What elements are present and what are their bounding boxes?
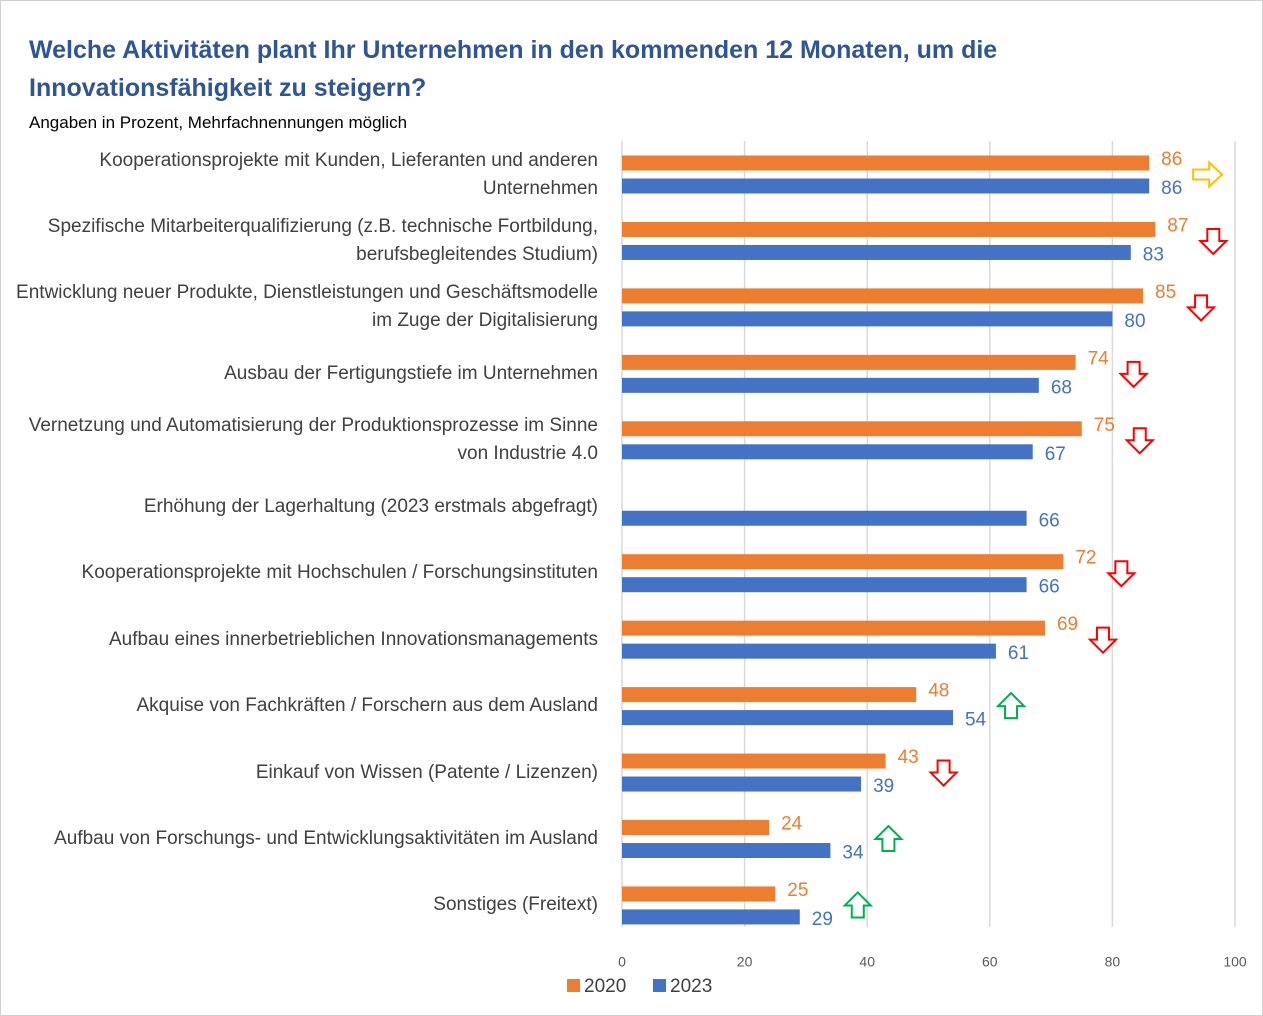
x-tick-label: 40 — [859, 954, 875, 970]
bar — [622, 843, 831, 858]
bar — [622, 909, 800, 925]
bar — [622, 687, 917, 703]
data-label: 75 — [1094, 415, 1115, 436]
data-label: 25 — [787, 880, 808, 901]
x-tick-label: 20 — [737, 954, 753, 970]
bar — [622, 155, 1150, 171]
data-label: 66 — [1039, 577, 1060, 598]
x-tick-label: 60 — [982, 954, 998, 970]
bar — [622, 377, 1039, 393]
y-tick-label: Vernetzung und Automatisierung der Produ… — [28, 415, 598, 465]
data-label: 61 — [1008, 643, 1029, 664]
bar — [622, 288, 1144, 304]
data-label: 34 — [842, 843, 864, 864]
y-tick-label: Akquise von Fachkräften / Forschern aus … — [136, 695, 598, 717]
trend-arrow — [1124, 427, 1156, 455]
bar — [622, 620, 1045, 636]
x-tick-label: 0 — [618, 954, 626, 970]
data-label: 29 — [812, 909, 833, 930]
y-tick-label: Spezifische Mitarbeiterqualifizierung (z… — [47, 215, 598, 265]
chart-subtitle: Angaben in Prozent, Mehrfachnennungen mö… — [29, 113, 408, 132]
bar — [622, 244, 1131, 260]
trend-arrow — [1197, 227, 1229, 256]
legend-swatch — [653, 979, 666, 992]
trend-arrow — [1185, 294, 1217, 322]
data-label: 86 — [1161, 178, 1182, 199]
data-label: 66 — [1039, 510, 1060, 531]
data-label: 80 — [1124, 311, 1145, 332]
chart-title: Welche Aktivitäten plant Ihr Unternehmen… — [29, 36, 998, 102]
bar — [622, 510, 1027, 526]
y-tick-label: Ausbau der Fertigungstiefe im Unternehme… — [224, 362, 598, 384]
data-label: 87 — [1167, 215, 1188, 236]
trend-arrow — [995, 691, 1027, 720]
trend-arrow — [928, 759, 960, 787]
legend-swatch — [567, 979, 580, 992]
bar — [622, 820, 770, 835]
trend-arrow — [1118, 360, 1150, 389]
data-label: 86 — [1161, 149, 1182, 170]
legend-label: 2023 — [670, 976, 712, 997]
bar — [622, 311, 1113, 327]
bar — [622, 577, 1027, 593]
data-label: 69 — [1057, 614, 1078, 635]
bar — [622, 776, 862, 792]
bar — [622, 753, 886, 769]
data-label: 39 — [873, 776, 894, 797]
bar — [622, 554, 1064, 570]
bar — [622, 444, 1033, 460]
legend-label: 2020 — [584, 976, 626, 997]
data-label: 68 — [1051, 377, 1072, 398]
data-label: 43 — [898, 747, 919, 768]
trend-arrow — [1087, 626, 1119, 655]
data-label: 67 — [1045, 444, 1066, 465]
trend-arrow — [1105, 560, 1137, 588]
y-tick-label: Einkauf von Wissen (Patente / Lizenzen) — [255, 761, 598, 783]
bar — [622, 421, 1082, 437]
data-label: 85 — [1155, 282, 1176, 303]
data-label: 24 — [781, 814, 803, 835]
y-tick-label: Kooperationsprojekte mit Hochschulen / F… — [81, 562, 598, 584]
x-tick-label: 80 — [1105, 954, 1121, 970]
trend-arrow — [842, 891, 874, 919]
data-label: 74 — [1088, 348, 1110, 369]
bar — [622, 886, 776, 902]
trend-arrow — [873, 824, 904, 852]
bar — [622, 354, 1076, 370]
y-tick-label: Sonstiges (Freitext) — [433, 894, 598, 916]
y-tick-label: Aufbau von Forschungs- und Entwicklungsa… — [54, 828, 598, 849]
bar — [622, 643, 996, 659]
data-label: 72 — [1075, 548, 1096, 569]
y-tick-label: Entwicklung neuer Produkte, Dienstleistu… — [16, 282, 598, 332]
trend-arrow — [1192, 160, 1224, 189]
data-label: 54 — [965, 710, 987, 731]
y-tick-label: Kooperationsprojekte mit Kunden, Liefera… — [99, 149, 598, 199]
bar — [622, 178, 1150, 194]
data-label: 83 — [1143, 244, 1164, 265]
x-tick-label: 100 — [1223, 954, 1247, 970]
y-tick-label: Erhöhung der Lagerhaltung (2023 erstmals… — [143, 495, 598, 517]
bar — [622, 221, 1156, 237]
y-tick-label: Aufbau eines innerbetrieblichen Innovati… — [108, 628, 598, 650]
bar — [622, 710, 954, 726]
data-label: 48 — [928, 681, 949, 702]
